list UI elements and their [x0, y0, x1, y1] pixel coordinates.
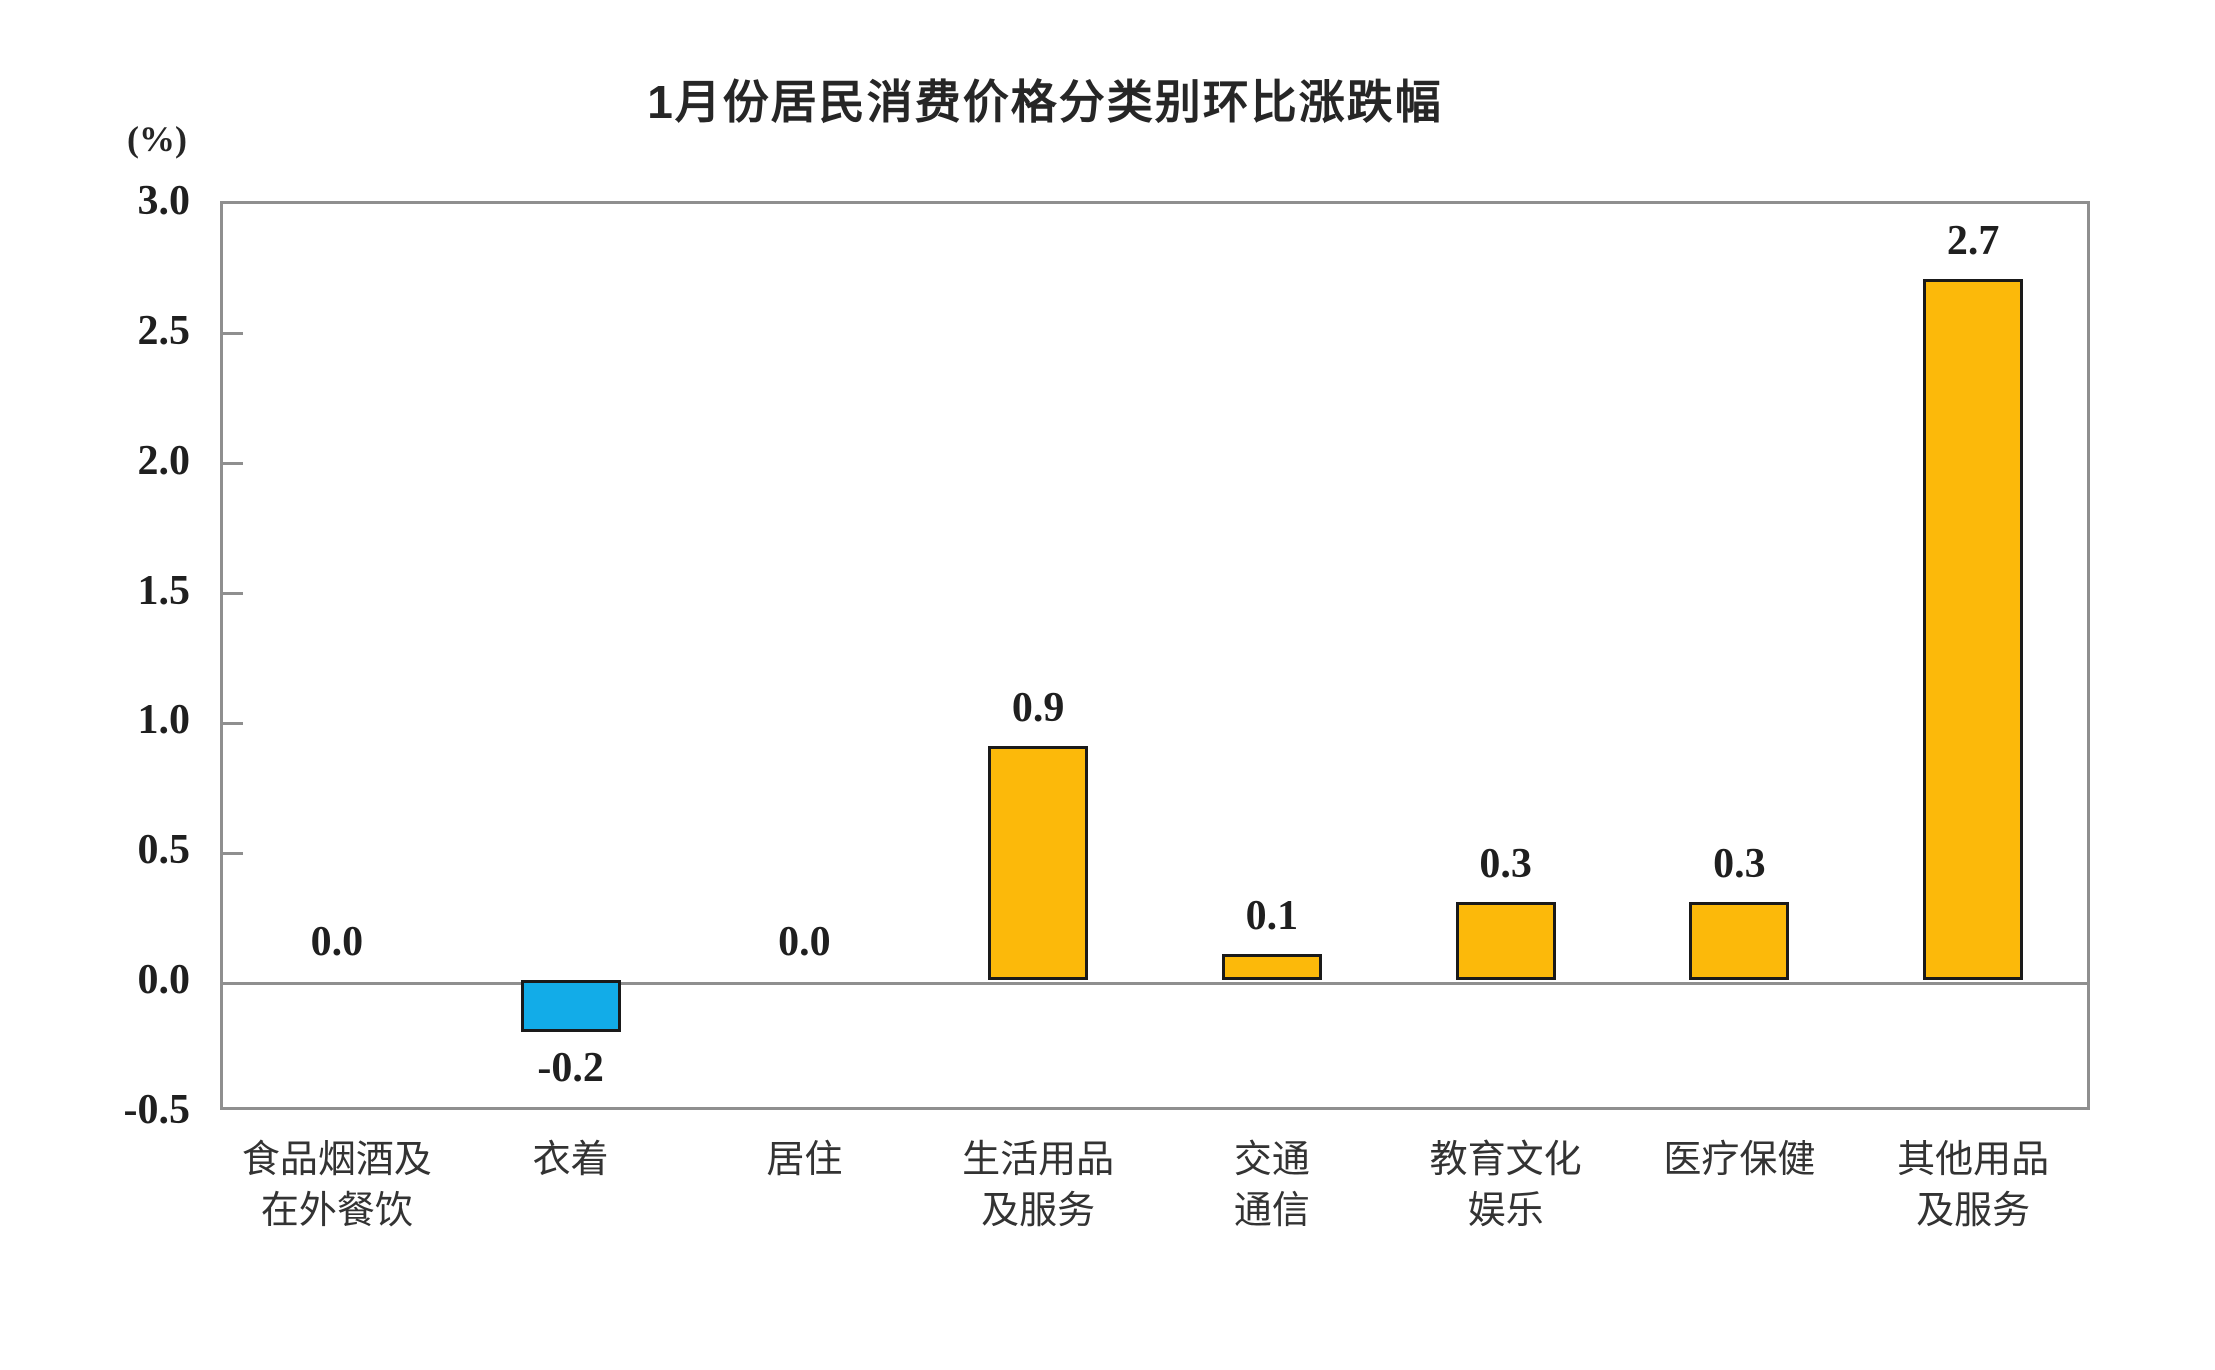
bar-value-label: 0.3	[1479, 841, 1532, 888]
y-axis-tick-label: 3.0	[137, 178, 191, 224]
bar-value-label: -0.2	[537, 1045, 604, 1092]
chart-title: 1月份居民消费价格分类别环比涨跌幅	[647, 76, 1443, 128]
y-axis-tick	[223, 462, 243, 466]
bar-8	[1923, 278, 2024, 981]
y-axis-tick	[223, 332, 243, 336]
zero-baseline	[223, 981, 2087, 985]
y-axis-tick-label: 2.5	[137, 307, 191, 354]
category-label: 生活用品 及服务	[962, 1139, 1115, 1232]
bar-2	[520, 980, 621, 1033]
y-axis-tick-label: 0.0	[137, 957, 191, 1004]
y-axis-tick-label: 1.0	[137, 697, 191, 744]
bar-value-label: 0.9	[1011, 685, 1065, 732]
bar-value-label: 2.7	[1946, 217, 2000, 264]
category-label: 教育文化 娱乐	[1429, 1139, 1582, 1232]
y-axis-tick-label: -0.5	[123, 1087, 191, 1133]
y-axis-unit-label: (%)	[127, 119, 187, 159]
bar-5	[1221, 954, 1322, 981]
bar-value-label: 0.0	[778, 919, 831, 966]
bar-value-label: 0.3	[1713, 841, 1766, 888]
y-axis-tick-label: 1.5	[137, 567, 191, 614]
category-label: 居住	[766, 1139, 843, 1181]
bar-value-label: 0.1	[1245, 893, 1299, 940]
plot-area	[220, 201, 2090, 1110]
category-label: 其他用品 及服务	[1897, 1139, 2050, 1232]
bar-6	[1455, 902, 1556, 981]
y-axis-tick	[223, 851, 243, 855]
bar-7	[1689, 902, 1790, 981]
y-axis-tick-label: 0.5	[137, 827, 191, 874]
bar-4	[988, 746, 1089, 981]
bar-value-label: 0.0	[310, 919, 364, 966]
category-label: 交通 通信	[1233, 1139, 1310, 1232]
y-axis-tick	[223, 721, 243, 725]
y-axis-tick	[223, 592, 243, 596]
category-label: 医疗保健	[1663, 1139, 1816, 1181]
category-label: 衣着	[532, 1139, 609, 1181]
y-axis-tick-label: 2.0	[137, 437, 191, 484]
category-label: 食品烟酒及 在外餐饮	[241, 1139, 432, 1232]
